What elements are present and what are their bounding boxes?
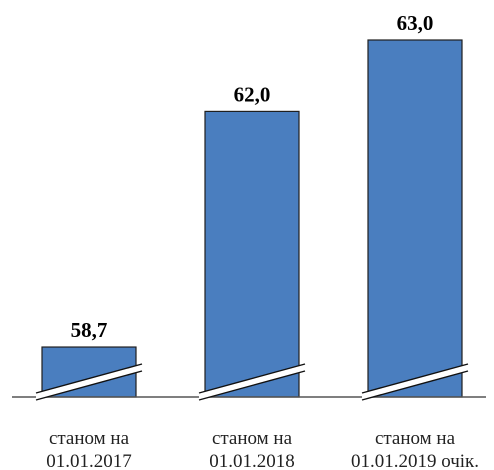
value-label-3: 63,0 — [397, 11, 434, 35]
category-label-1-line2: 01.01.2017 — [46, 451, 132, 470]
value-labels: 58,7 62,0 63,0 — [71, 11, 434, 342]
category-label-2-line2: 01.01.2018 — [209, 451, 295, 470]
category-label-3-line2: 01.01.2019 очік. — [351, 451, 479, 470]
category-label-1-line1: станом на — [49, 428, 130, 449]
value-label-2: 62,0 — [234, 82, 271, 106]
category-labels: станом на 01.01.2017 станом на 01.01.2018 ст… — [46, 428, 479, 470]
bar-3 — [367, 39, 463, 398]
value-label-1: 58,7 — [71, 318, 108, 342]
axis-break-marks — [35, 363, 469, 401]
break-mark-3 — [361, 363, 469, 401]
break-mark-1 — [35, 363, 143, 401]
category-label-2-line1: станом на — [212, 428, 293, 449]
category-label-3-line1: станом на — [375, 428, 456, 449]
bar-2 — [204, 110, 300, 398]
bars-group — [41, 39, 463, 398]
break-mark-2 — [198, 363, 306, 401]
